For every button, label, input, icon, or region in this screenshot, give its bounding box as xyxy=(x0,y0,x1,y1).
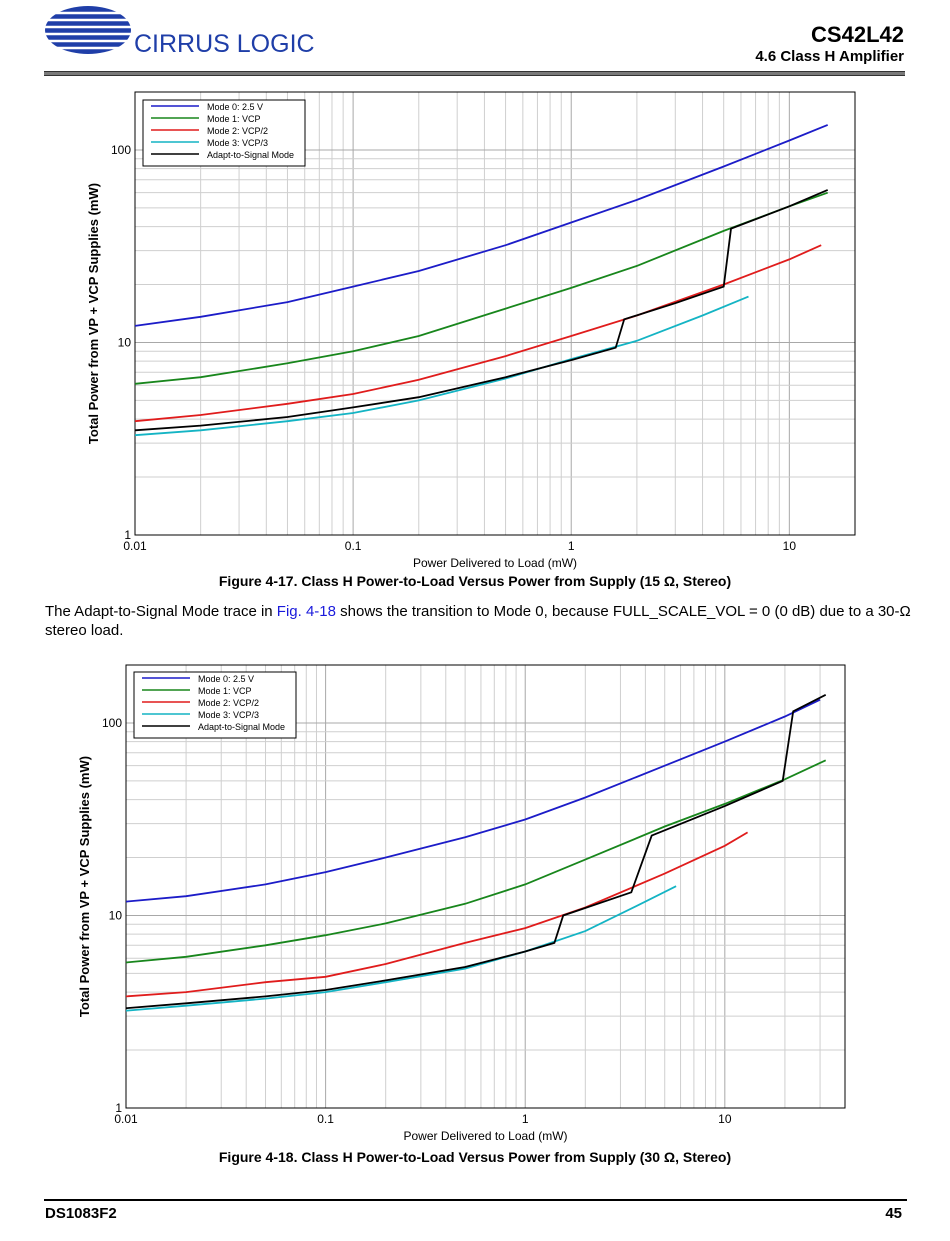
figure-4-18-caption: Figure 4-18. Class H Power-to-Load Versu… xyxy=(218,1149,732,1165)
cirrus-logic-logo: CIRRUS LOGIC xyxy=(44,6,315,58)
figure-4-18-link[interactable]: Fig. 4-18 xyxy=(276,603,336,620)
series-line xyxy=(125,759,827,964)
y-tick-label: 10 xyxy=(109,908,123,922)
x-tick-label: 0.01 xyxy=(114,1112,138,1126)
x-tick-label: 0.01 xyxy=(123,539,147,553)
header-rule xyxy=(44,71,905,76)
x-tick-label: 1 xyxy=(522,1112,529,1126)
body-paragraph: The Adapt-to-Signal Mode trace in Fig. 4… xyxy=(45,602,915,640)
y-tick-label: 1 xyxy=(124,528,131,542)
legend-label: Mode 2: VCP/2 xyxy=(198,698,259,708)
x-tick-label: 10 xyxy=(718,1112,732,1126)
legend-label: Mode 3: VCP/3 xyxy=(198,710,259,720)
figure-4-17-chart: 0.01 0.1 1 10 1 10 100 Power Delivered to Load … xyxy=(86,91,856,570)
legend-label: Mode 0: 2.5 V xyxy=(207,102,263,112)
body-text-before: The Adapt-to-Signal Mode trace in xyxy=(45,603,277,620)
legend-label: Mode 1: VCP xyxy=(207,114,261,124)
series-line xyxy=(125,885,677,1012)
x-axis-label: Power Delivered to Load (mW) xyxy=(403,1129,567,1143)
x-tick-label: 1 xyxy=(568,539,575,553)
legend-label: Mode 3: VCP/3 xyxy=(207,138,268,148)
body-text-after: shows the transition to Mode 0, because … xyxy=(45,603,911,639)
legend-label: Mode 0: 2.5 V xyxy=(198,674,254,684)
y-axis-label: Total Power from VP + VCP Supplies (mW) xyxy=(86,183,101,444)
y-tick-label: 10 xyxy=(118,335,132,349)
plot-frame xyxy=(134,91,856,536)
page-number: 45 xyxy=(885,1205,902,1222)
x-axis-label: Power Delivered to Load (mW) xyxy=(413,556,577,570)
series-line xyxy=(134,244,822,423)
legend-label: Mode 1: VCP xyxy=(198,686,252,696)
legend-box xyxy=(142,99,306,167)
legend-label: Adapt-to-Signal Mode xyxy=(198,722,285,732)
y-tick-label: 1 xyxy=(115,1101,122,1115)
figure-4-18-chart: 0.01 0.1 1 10 1 10 100 Power Delivered to Load … xyxy=(77,664,846,1143)
y-tick-label: 100 xyxy=(102,716,122,730)
legend-label: Mode 2: VCP/2 xyxy=(207,126,268,136)
series-line xyxy=(125,698,821,903)
legend-label: Adapt-to-Signal Mode xyxy=(207,150,294,160)
series-line xyxy=(134,189,829,432)
y-axis-label: Total Power from VP + VCP Supplies (mW) xyxy=(77,756,92,1017)
x-tick-label: 0.1 xyxy=(317,1112,334,1126)
y-tick-label: 100 xyxy=(111,143,131,157)
series-line xyxy=(134,124,829,327)
footer-rule xyxy=(44,1199,907,1201)
series-line xyxy=(125,831,749,998)
series-line xyxy=(125,693,827,1010)
plot-frame xyxy=(125,664,846,1109)
x-tick-label: 0.1 xyxy=(345,539,362,553)
x-tick-label: 10 xyxy=(783,539,797,553)
legend-box xyxy=(133,671,297,739)
document-title: CS42L42 xyxy=(811,22,904,47)
figure-4-17-caption: Figure 4-17. Class H Power-to-Load Versu… xyxy=(218,573,732,589)
document-id: DS1083F2 xyxy=(45,1205,117,1222)
series-line xyxy=(134,295,749,437)
section-title: 4.6 Class H Amplifier xyxy=(755,48,904,65)
logo-text: CIRRUS LOGIC xyxy=(134,30,315,58)
